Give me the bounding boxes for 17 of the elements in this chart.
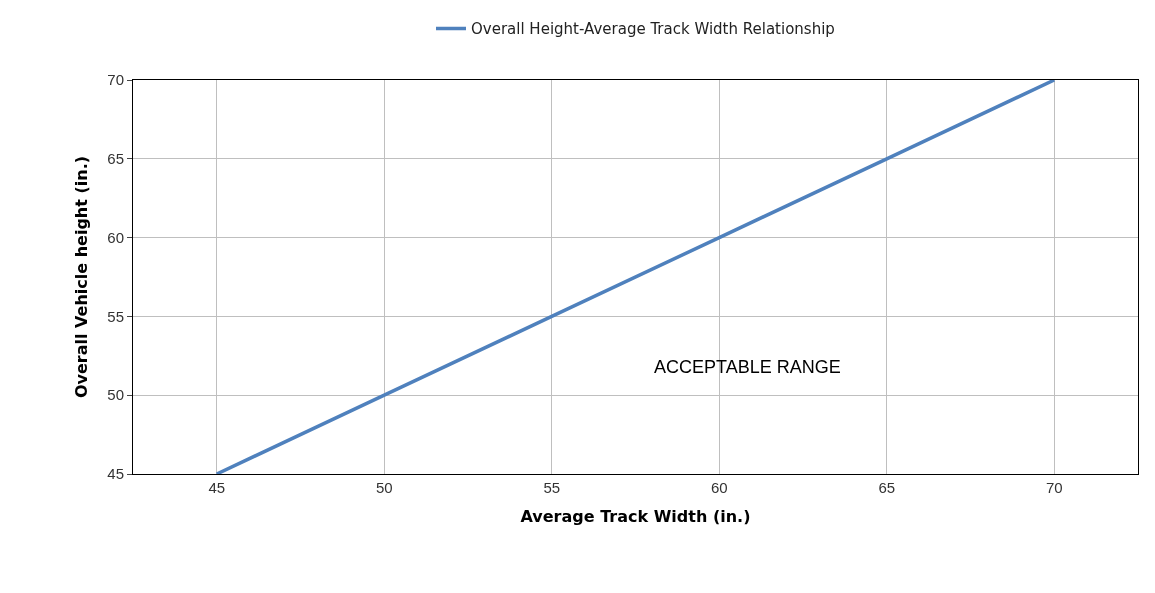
y-tick-label: 45 (107, 465, 124, 483)
x-tick-label: 50 (375, 479, 393, 496)
x-tick-label: 60 (710, 479, 728, 496)
legend-label: Overall Height-Average Track Width Relationship (471, 20, 835, 39)
line-series (215, 80, 1056, 474)
y-tick-label: 55 (107, 307, 124, 325)
annotation: ACCEPTABLE RANGE (654, 357, 841, 377)
x-tick-label: 70 (1045, 479, 1063, 496)
y-tick-label: 70 (107, 71, 124, 89)
x-tick-label: 65 (878, 479, 896, 496)
y-tick-label: 60 (107, 228, 124, 246)
y-tick-label: 50 (107, 386, 124, 404)
y-tick-label: 65 (107, 150, 124, 168)
x-tick-label: 55 (543, 479, 561, 496)
x-axis-title: Average Track Width (in.) (520, 506, 751, 526)
x-tick-label: 45 (208, 479, 226, 496)
y-axis-title: Overall Vehicle height (in.) (72, 155, 92, 399)
